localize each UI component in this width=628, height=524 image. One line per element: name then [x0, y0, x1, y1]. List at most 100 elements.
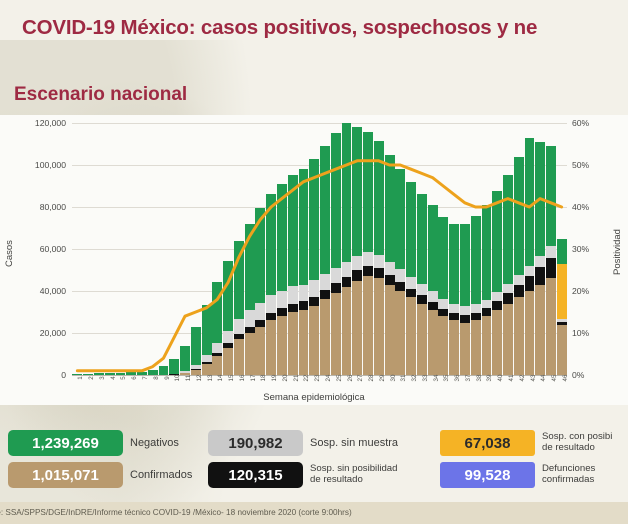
bar-segment	[244, 333, 255, 375]
bar-column[interactable]	[115, 123, 126, 375]
bar-segment	[201, 364, 212, 375]
x-tick: 15	[223, 375, 235, 393]
bar-segment	[556, 264, 567, 319]
bar-segment	[341, 123, 352, 262]
bar-column[interactable]	[212, 123, 223, 375]
x-tick: 33	[417, 375, 429, 393]
bar-segment	[287, 312, 298, 375]
bar-segment	[406, 297, 417, 375]
bar-column[interactable]	[546, 123, 557, 375]
bar-column[interactable]	[503, 123, 513, 375]
gridline	[72, 165, 567, 166]
bar-column[interactable]	[276, 123, 287, 375]
bar-column[interactable]	[406, 123, 417, 375]
bar-segment	[201, 304, 212, 356]
bar-column[interactable]	[384, 123, 395, 375]
bar-column[interactable]	[266, 123, 277, 375]
bar-segment	[406, 276, 417, 289]
gridline	[72, 207, 567, 208]
bar-column[interactable]	[223, 123, 234, 375]
bar-segment	[416, 284, 427, 296]
bar-segment	[104, 373, 115, 375]
x-tick: 41	[503, 375, 515, 393]
page-title: COVID-19 México: casos positivos, sospec…	[22, 16, 538, 39]
bar-segment	[438, 298, 449, 309]
bar-column[interactable]	[352, 123, 363, 375]
bar-column[interactable]	[83, 123, 94, 375]
bar-segment	[180, 346, 190, 372]
bar-column[interactable]	[556, 123, 567, 375]
stat-sosp-sin-posibilidad-value: 120,315	[208, 462, 303, 488]
bar-column[interactable]	[320, 123, 330, 375]
bar-column[interactable]	[126, 123, 137, 375]
bar-column[interactable]	[201, 123, 212, 375]
bar-column[interactable]	[233, 123, 244, 375]
bar-segment	[190, 365, 201, 369]
bar-column[interactable]	[460, 123, 470, 375]
bar-segment	[255, 326, 266, 375]
bar-segment	[137, 372, 147, 375]
bar-segment	[492, 309, 503, 375]
x-tick: 38	[470, 375, 483, 393]
bar-column[interactable]	[169, 123, 180, 375]
bar-column[interactable]	[524, 123, 535, 375]
y-tick-label: 120,000	[34, 118, 66, 128]
bar-segment	[276, 308, 287, 317]
bar-segment	[460, 306, 470, 316]
x-tick: 4	[104, 376, 117, 393]
y2-tick-label: 20%	[572, 286, 590, 296]
x-tick: 44	[535, 375, 547, 393]
bar-column[interactable]	[438, 123, 449, 375]
bar-column[interactable]	[72, 123, 83, 375]
bar-column[interactable]	[93, 123, 104, 375]
bar-segment	[309, 296, 320, 306]
bar-column[interactable]	[492, 123, 503, 375]
bar-column[interactable]	[513, 123, 524, 375]
bar-column[interactable]	[330, 123, 341, 375]
bar-column[interactable]	[481, 123, 492, 375]
bar-column[interactable]	[427, 123, 438, 375]
bar-column[interactable]	[158, 123, 169, 375]
bar-column[interactable]	[449, 123, 460, 375]
stat-sosp-sin-muestra: 190,982 Sosp. sin muestra	[208, 430, 398, 456]
bar-column[interactable]	[341, 123, 352, 375]
bar-column[interactable]	[137, 123, 147, 375]
bar-segment	[287, 175, 298, 287]
bar-column[interactable]	[255, 123, 266, 375]
bar-segment	[503, 283, 513, 294]
bar-column[interactable]	[470, 123, 481, 375]
bar-segment	[244, 310, 255, 327]
positividad-line-series	[75, 159, 564, 373]
bar-column[interactable]	[363, 123, 373, 375]
bar-column[interactable]	[395, 123, 406, 375]
bar-segment	[492, 292, 503, 302]
label-line-1: Defunciones	[542, 463, 596, 475]
bar-segment	[438, 216, 449, 299]
bar-column[interactable]	[416, 123, 427, 375]
bar-column[interactable]	[147, 123, 158, 375]
bar-column[interactable]	[190, 123, 201, 375]
x-tick: 27	[352, 375, 364, 393]
gridline	[72, 123, 567, 124]
bar-segment	[373, 141, 384, 255]
bar-segment	[503, 174, 513, 284]
bar-column[interactable]	[309, 123, 320, 375]
x-tick: 1	[72, 376, 84, 393]
bar-segment	[470, 320, 481, 375]
bar-segment	[298, 284, 309, 302]
bar-column[interactable]	[244, 123, 255, 375]
bar-column[interactable]	[298, 123, 309, 375]
x-tick: 18	[255, 375, 267, 393]
bar-segment	[298, 309, 309, 375]
bar-column[interactable]	[180, 123, 190, 375]
bar-segment	[556, 322, 567, 325]
bar-column[interactable]	[373, 123, 384, 375]
bar-segment	[330, 133, 341, 268]
bar-segment	[470, 216, 481, 305]
bar-segment	[309, 280, 320, 297]
bar-column[interactable]	[287, 123, 298, 375]
bar-segment	[255, 208, 266, 303]
bar-column[interactable]	[104, 123, 115, 375]
x-tick: 20	[277, 375, 289, 393]
plot-area	[72, 123, 567, 375]
